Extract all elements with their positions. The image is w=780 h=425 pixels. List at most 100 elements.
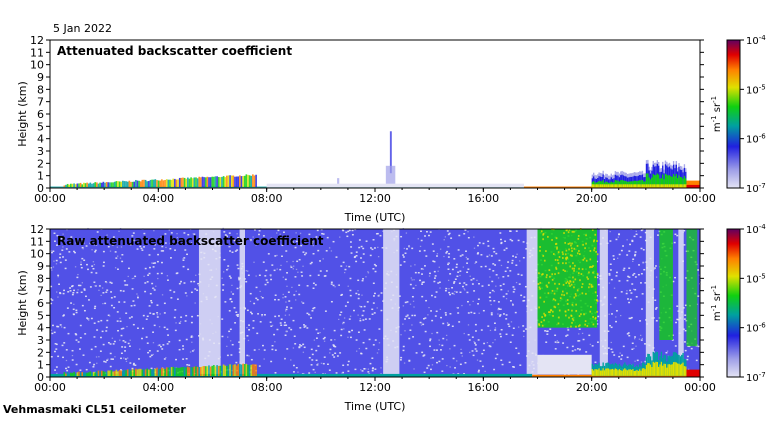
heatmap-cell [79, 336, 82, 339]
heatmap-cell [451, 292, 454, 295]
heatmap-cell [626, 254, 629, 256]
panel-raw-title: Raw attenuated backscatter coefficient [57, 234, 324, 248]
heatmap-cell [374, 247, 376, 249]
heatmap-cell [571, 321, 573, 324]
heatmap-cell [453, 282, 455, 284]
heatmap-cell [625, 184, 627, 188]
heatmap-cell [357, 279, 360, 282]
heatmap-cell [228, 232, 231, 234]
heatmap-cell [473, 236, 475, 238]
heatmap-cell [271, 264, 274, 266]
heatmap-cell [229, 175, 231, 188]
heatmap-cell [111, 337, 114, 339]
heatmap-cell [197, 282, 200, 285]
heatmap-cell [463, 373, 465, 375]
heatmap-cell [157, 344, 159, 347]
heatmap-cell [499, 232, 502, 234]
heatmap-cell [305, 252, 308, 254]
heatmap-cell [361, 279, 364, 282]
heatmap-cell [581, 268, 584, 271]
heatmap-cell [413, 368, 415, 370]
heatmap-cell [675, 362, 677, 376]
heatmap-cell [169, 289, 172, 292]
heatmap-cell [185, 178, 188, 188]
heatmap-cell [505, 333, 508, 336]
heatmap-cell [178, 348, 181, 351]
heatmap-cell [283, 231, 285, 233]
heatmap-cell [552, 315, 554, 317]
heatmap-cell [236, 264, 239, 266]
heatmap-cell [270, 275, 272, 277]
heatmap-cell [158, 326, 161, 328]
heatmap-cell [554, 258, 557, 261]
heatmap-cell [56, 291, 58, 293]
heatmap-cell [505, 314, 508, 316]
heatmap-cell [451, 325, 454, 327]
heatmap-cell [641, 228, 644, 231]
heatmap-cell [626, 184, 629, 188]
heatmap-cell [347, 230, 350, 233]
panel-attenuated-xlabel: Time (UTC) [344, 211, 406, 224]
heatmap-cell [380, 292, 383, 294]
heatmap-cell [126, 369, 129, 377]
heatmap-cell [616, 184, 618, 188]
panel-attenuated-background [50, 40, 700, 188]
heatmap-cell [163, 302, 166, 305]
heatmap-cell [247, 274, 250, 276]
heatmap-cell [643, 181, 645, 187]
heatmap-cell [359, 319, 362, 322]
heatmap-cell [611, 368, 614, 376]
heatmap-cell [230, 175, 233, 188]
y-tick-label: 3 [37, 145, 44, 158]
heatmap-cell [609, 369, 611, 376]
heatmap-cell [247, 174, 249, 188]
heatmap-cell [183, 257, 186, 259]
heatmap-cell [89, 182, 92, 188]
heatmap-cell [163, 358, 166, 360]
heatmap-cell [432, 260, 435, 262]
heatmap-cell [59, 324, 62, 326]
heatmap-cell [473, 312, 476, 315]
heatmap-cell [91, 372, 93, 377]
heatmap-cell [478, 312, 480, 314]
heatmap-cell [103, 238, 106, 240]
heatmap-cell [101, 330, 104, 333]
heatmap-cell [344, 268, 347, 271]
heatmap-cell [234, 322, 237, 324]
heatmap-cell [262, 261, 265, 263]
heatmap-cell [340, 311, 343, 313]
heatmap-cell [626, 279, 629, 282]
heatmap-cell [655, 306, 658, 309]
heatmap-cell [649, 179, 652, 187]
heatmap-cell [477, 298, 480, 300]
heatmap-cell [501, 363, 504, 366]
heatmap-cell [511, 304, 514, 306]
heatmap-cell [447, 262, 449, 264]
heatmap-cell [119, 317, 121, 319]
heatmap-cell [659, 229, 673, 340]
heatmap-cell [447, 246, 450, 248]
heatmap-cell [160, 250, 163, 252]
heatmap-cell [367, 272, 370, 274]
heatmap-cell [478, 242, 481, 244]
heatmap-cell [83, 182, 85, 188]
heatmap-cell [492, 263, 495, 265]
heatmap-cell [274, 349, 277, 351]
heatmap-cell [404, 301, 407, 304]
heatmap-cell [55, 366, 58, 368]
heatmap-cell [566, 280, 569, 283]
heatmap-cell [622, 369, 625, 376]
heatmap-cell [295, 299, 297, 301]
heatmap-cell [191, 350, 194, 352]
heatmap-cell [90, 348, 93, 351]
heatmap-cell [473, 341, 475, 343]
heatmap-cell [310, 317, 312, 319]
heatmap-cell [55, 263, 58, 265]
heatmap-cell [589, 258, 592, 261]
heatmap-cell [178, 177, 181, 188]
heatmap-cell [50, 302, 53, 305]
heatmap-cell [402, 345, 405, 348]
heatmap-cell [464, 289, 466, 291]
heatmap-cell [683, 341, 686, 343]
heatmap-cell [525, 328, 528, 330]
